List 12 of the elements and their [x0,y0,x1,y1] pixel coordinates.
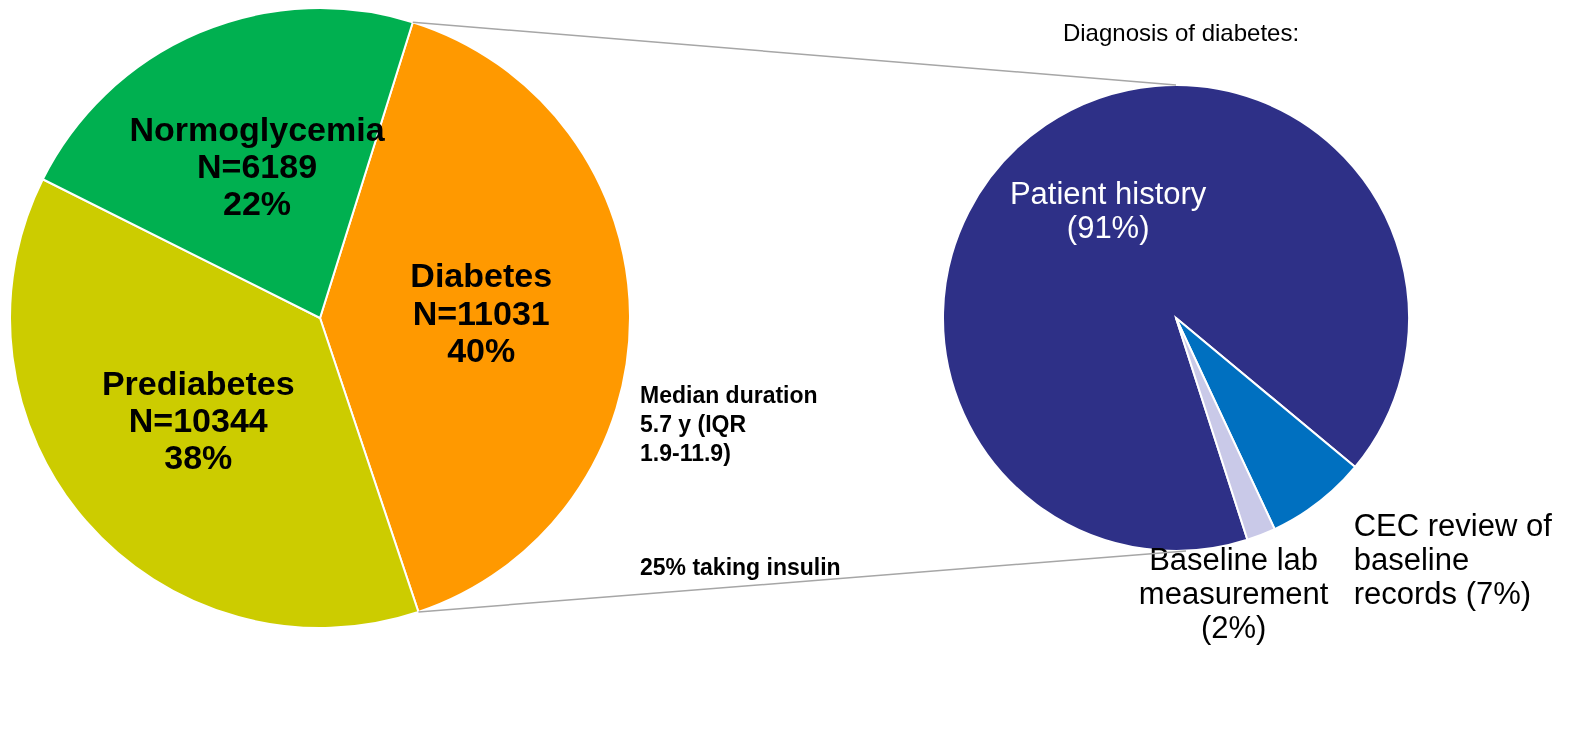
slice-label: Baseline lab measurement [1138,542,1329,612]
text: 25% taking insulin [640,554,841,580]
slice-label: CEC review of baseline records (7%) [1353,507,1553,612]
data-label: (91%) [1066,210,1150,246]
text: Median duration 5.7 y (IQR 1.9-11.9) [640,382,818,466]
data-label: N=11031 40% [412,293,550,370]
slice-label: Prediabetes [101,363,295,402]
slice-label: Patient history [1009,176,1207,212]
data-label: (2%) [1200,610,1267,646]
slice-label: Diabetes [410,256,553,295]
data-label: N=10344 38% [128,400,268,477]
chart-title: Diagnosis of diabetes: [1062,19,1300,46]
